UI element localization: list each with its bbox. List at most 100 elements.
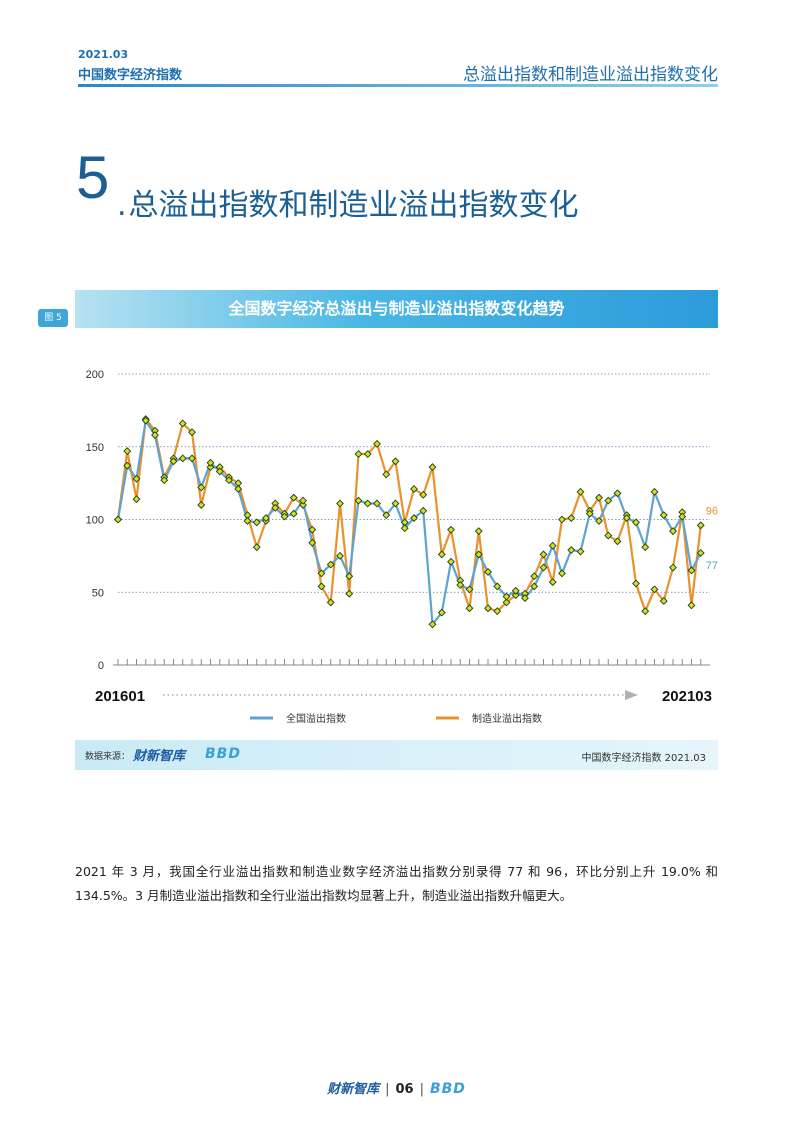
series-line-manufacturing — [116, 418, 702, 613]
data-point-manufacturing — [687, 601, 696, 610]
data-point-manufacturing — [696, 521, 705, 530]
data-point-manufacturing — [178, 419, 187, 428]
data-point-manufacturing — [308, 525, 317, 534]
header-section-title: 总溢出指数和制造业溢出指数变化 — [463, 65, 718, 85]
data-point-total — [243, 517, 252, 525]
data-point-manufacturing — [132, 495, 141, 504]
section-title: 总溢出指数和制造业溢出指数变化 — [128, 188, 579, 223]
data-point-manufacturing — [659, 597, 668, 605]
data-point-manufacturing — [613, 537, 622, 546]
y-tick-label: 50 — [92, 587, 104, 599]
data-point-total — [308, 538, 317, 547]
data-point-total — [622, 514, 631, 522]
data-point-total — [604, 496, 613, 505]
data-point-total — [271, 503, 280, 512]
data-point-manufacturing — [197, 501, 206, 509]
legend-label-total: 全国溢出指数 — [286, 712, 346, 725]
data-point-total — [160, 476, 169, 485]
header-date: 2021.03 — [78, 48, 129, 61]
data-point-total — [391, 499, 400, 508]
footer-caixin-logo: 财新智库 — [327, 1082, 380, 1097]
data-point-manufacturing — [669, 563, 677, 572]
data-point-total — [484, 567, 492, 576]
data-point-manufacturing — [595, 493, 603, 502]
data-point-total — [336, 551, 344, 560]
data-point-total — [447, 557, 455, 566]
data-point-total — [696, 549, 705, 557]
data-point-manufacturing — [604, 531, 613, 540]
data-point-total — [262, 514, 270, 522]
y-tick-label: 150 — [86, 442, 104, 454]
data-point-total — [632, 518, 640, 527]
data-point-total — [326, 560, 335, 569]
data-point-manufacturing — [373, 439, 381, 448]
data-point-manufacturing — [123, 447, 132, 456]
data-point-manufacturing — [530, 572, 539, 581]
line-chart: 0 50 100 150 200 201601 202103 96 77 全国溢出指数 制造业溢出指… — [86, 369, 718, 725]
data-point-manufacturing — [474, 527, 483, 536]
data-point-total — [659, 511, 668, 520]
data-point-total — [289, 509, 298, 518]
time-arrow-head — [625, 690, 638, 700]
data-point-total — [345, 572, 354, 581]
data-point-total — [197, 483, 206, 492]
data-point-total — [215, 467, 224, 476]
data-point-total — [669, 527, 677, 536]
end-value-label-manufacturing: 96 — [706, 505, 718, 517]
source-right-text: 中国数字经济指数 2021.03 — [581, 753, 706, 764]
data-point-manufacturing — [558, 515, 566, 524]
data-point-total — [419, 506, 428, 515]
data-point-total — [558, 569, 566, 578]
data-point-total — [225, 476, 233, 485]
y-tick-label: 0 — [98, 660, 104, 672]
source-bar: 数据来源： 财新智库 BBD 中国数字经济指数 2021.03 — [75, 740, 718, 770]
data-point-manufacturing — [363, 450, 372, 458]
footer: 财新智库 | 06 | BBD — [0, 1078, 793, 1097]
section-title-wrap: .总溢出指数和制造业溢出指数变化 — [117, 180, 579, 224]
data-point-total — [465, 585, 474, 594]
data-point-total — [400, 524, 409, 533]
data-point-manufacturing — [437, 550, 446, 559]
data-point-total — [317, 569, 326, 578]
series-line-total — [116, 419, 702, 626]
data-point-manufacturing — [484, 604, 492, 613]
data-point-total — [530, 582, 539, 591]
data-point-manufacturing — [576, 487, 585, 496]
data-point-manufacturing — [465, 604, 474, 613]
data-point-total — [234, 485, 243, 493]
data-point-total — [641, 543, 650, 552]
data-point-total — [206, 458, 215, 467]
footer-separator-left: | — [385, 1082, 390, 1097]
data-point-total — [123, 461, 132, 470]
data-point-total — [169, 457, 178, 466]
bbd-logo: BBD — [205, 746, 241, 762]
data-point-total — [178, 454, 187, 463]
y-tick-label: 100 — [86, 515, 104, 527]
x-start-label: 201601 — [95, 688, 145, 705]
data-point-manufacturing — [419, 490, 428, 499]
data-point-manufacturing — [289, 493, 298, 502]
data-point-manufacturing — [206, 463, 215, 472]
data-point-total — [410, 514, 418, 522]
data-point-manufacturing — [410, 485, 418, 493]
data-point-total — [678, 512, 687, 521]
data-point-total — [382, 511, 391, 520]
footer-separator-right: | — [419, 1082, 424, 1097]
data-point-total — [576, 547, 585, 556]
data-point-manufacturing — [493, 607, 502, 616]
data-point-manufacturing — [354, 450, 363, 458]
data-point-total — [567, 546, 576, 554]
data-point-manufacturing — [511, 591, 520, 600]
y-tick-label: 200 — [86, 369, 104, 381]
data-point-total — [502, 592, 511, 601]
data-point-total — [188, 454, 196, 463]
x-end-label: 202103 — [662, 688, 712, 705]
data-point-total — [539, 563, 548, 572]
section-number: 5 — [76, 144, 110, 211]
data-point-total — [354, 496, 363, 505]
data-point-manufacturing — [650, 585, 659, 594]
data-point-total — [548, 541, 557, 550]
data-point-manufacturing — [447, 525, 455, 534]
data-point-manufacturing — [539, 550, 548, 559]
data-point-manufacturing — [326, 598, 335, 607]
